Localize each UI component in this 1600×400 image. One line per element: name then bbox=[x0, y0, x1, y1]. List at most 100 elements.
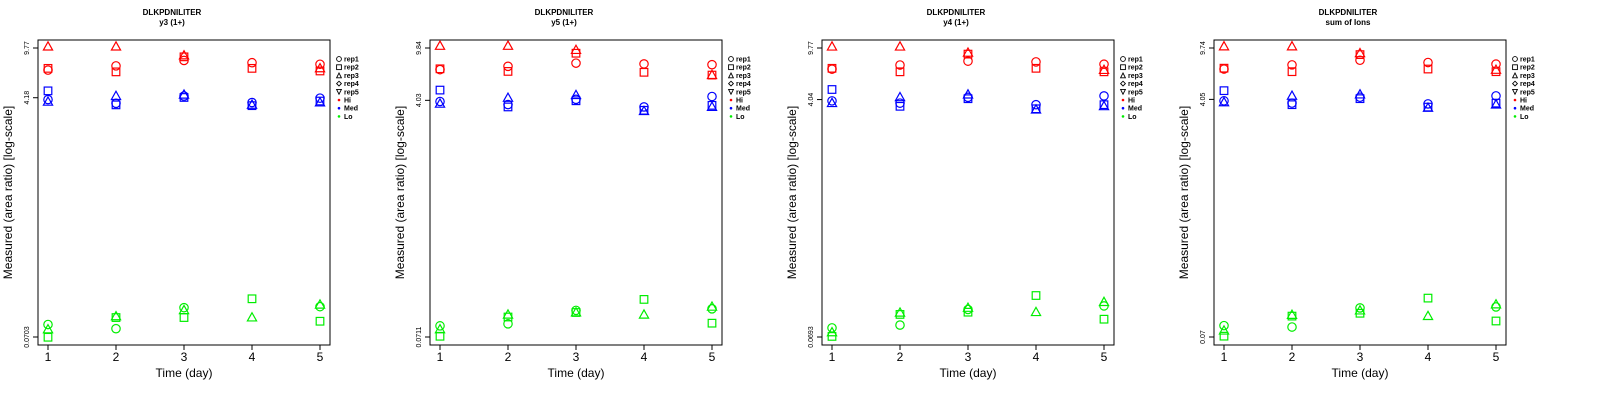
data-point-hi-rep2 bbox=[1423, 64, 1433, 74]
data-point-lo-rep3 bbox=[570, 306, 582, 317]
data-point-hi-rep2 bbox=[111, 67, 121, 77]
legend-label-rep2: rep2 bbox=[344, 65, 359, 72]
data-point-med-rep3 bbox=[178, 88, 190, 99]
data-point-hi-rep2 bbox=[435, 64, 445, 74]
data-point-lo-rep2 bbox=[1491, 316, 1501, 326]
data-point-lo-rep1 bbox=[435, 321, 445, 331]
legend-label-rep1: rep1 bbox=[736, 57, 751, 64]
data-point-lo-rep2 bbox=[43, 332, 53, 342]
x-axis-label: Time (day) bbox=[940, 366, 997, 380]
legend-label-Lo: Lo bbox=[736, 114, 745, 121]
data-point-hi-rep3 bbox=[894, 40, 906, 51]
legend-symbol-rep1 bbox=[1512, 56, 1518, 62]
data-point-med-rep2 bbox=[435, 85, 445, 95]
data-point-lo-rep3 bbox=[502, 308, 514, 319]
data-point-lo-rep1 bbox=[895, 320, 905, 330]
data-point-hi-rep1 bbox=[963, 56, 973, 66]
x-tick-label: 2 bbox=[1289, 350, 1296, 364]
legend-symbol-rep3 bbox=[335, 71, 343, 79]
legend-label-Lo: Lo bbox=[344, 114, 353, 121]
legend-label-rep1: rep1 bbox=[344, 57, 359, 64]
data-point-lo-rep3 bbox=[1286, 308, 1298, 319]
legend-label-rep3: rep3 bbox=[736, 73, 751, 80]
data-point-lo-rep1 bbox=[707, 304, 717, 314]
legend-symbol-rep3 bbox=[1511, 71, 1519, 79]
data-point-lo-rep3 bbox=[1098, 296, 1110, 307]
data-point-med-rep1 bbox=[1287, 98, 1297, 108]
legend-label-rep4: rep4 bbox=[1128, 81, 1143, 88]
data-point-med-rep1 bbox=[43, 94, 53, 105]
legend-symbol-rep5 bbox=[335, 88, 343, 96]
data-point-med-rep3 bbox=[434, 97, 446, 108]
data-point-med-rep2 bbox=[43, 86, 53, 96]
data-point-lo-rep2 bbox=[247, 294, 257, 304]
legend-dot-Med bbox=[1513, 106, 1517, 110]
data-point-hi-rep3 bbox=[502, 39, 514, 50]
data-point-med-rep3 bbox=[706, 100, 718, 111]
data-point-hi-rep2 bbox=[1219, 63, 1229, 73]
legend-label-Hi: Hi bbox=[344, 98, 351, 105]
y-tick-label: 4.05 bbox=[1200, 92, 1207, 106]
legend-label-Lo: Lo bbox=[1520, 114, 1529, 121]
legend-symbol-rep1 bbox=[1120, 56, 1126, 62]
data-point-med-rep3 bbox=[42, 95, 54, 106]
y-tick-label: 4.04 bbox=[808, 93, 815, 107]
x-tick-label: 4 bbox=[1425, 350, 1432, 364]
data-point-hi-rep1 bbox=[43, 65, 53, 75]
x-tick-label: 2 bbox=[505, 350, 512, 364]
legend-label-rep4: rep4 bbox=[1520, 81, 1535, 88]
data-point-med-rep3 bbox=[1422, 101, 1434, 112]
data-point-med-rep3 bbox=[502, 91, 514, 102]
x-tick-label: 1 bbox=[45, 350, 52, 364]
data-point-lo-rep3 bbox=[826, 326, 838, 337]
data-point-med-rep3 bbox=[246, 98, 258, 109]
data-point-med-rep1 bbox=[827, 96, 837, 106]
x-axis-label: Time (day) bbox=[1332, 366, 1389, 380]
data-point-lo-rep3 bbox=[706, 300, 718, 311]
legend-symbol-rep3 bbox=[1119, 71, 1127, 79]
data-point-med-rep2 bbox=[111, 100, 121, 110]
data-point-hi-rep3 bbox=[42, 40, 54, 51]
x-tick-label: 5 bbox=[317, 350, 324, 364]
data-point-hi-rep3 bbox=[1218, 40, 1230, 51]
data-point-hi-rep2 bbox=[247, 63, 257, 73]
legend-symbol-rep1 bbox=[728, 56, 734, 62]
data-point-hi-rep2 bbox=[895, 67, 905, 77]
data-point-lo-rep3 bbox=[1218, 324, 1230, 335]
data-point-med-rep2 bbox=[827, 85, 837, 94]
data-point-med-rep1 bbox=[707, 91, 717, 102]
data-point-hi-rep1 bbox=[247, 57, 257, 68]
y-tick-label: 4.18 bbox=[24, 91, 31, 105]
data-point-hi-rep3 bbox=[706, 69, 718, 80]
y-tick-label: 9.74 bbox=[1200, 41, 1207, 55]
data-point-lo-rep3 bbox=[962, 301, 974, 312]
data-point-hi-rep1 bbox=[1287, 60, 1297, 70]
legend-symbol-rep5 bbox=[1119, 88, 1127, 96]
data-point-lo-rep2 bbox=[1031, 291, 1041, 300]
chart-subtitle: y5 (1+) bbox=[551, 18, 577, 27]
x-tick-label: 3 bbox=[1357, 350, 1364, 364]
chart-title: DLKPDNILITER bbox=[1319, 8, 1378, 17]
y-axis-label: Measured (area ratio) [log-scale] bbox=[785, 106, 799, 279]
data-point-lo-rep1 bbox=[503, 319, 513, 329]
data-point-med-rep1 bbox=[435, 96, 445, 107]
legend-dot-Med bbox=[729, 106, 733, 110]
legend-label-Hi: Hi bbox=[1128, 98, 1135, 105]
data-point-lo-rep3 bbox=[246, 311, 258, 322]
x-tick-label: 2 bbox=[897, 350, 904, 364]
legend-dot-Hi bbox=[1121, 98, 1125, 102]
data-point-med-rep1 bbox=[111, 98, 121, 109]
data-point-lo-rep3 bbox=[42, 323, 54, 334]
data-point-lo-rep3 bbox=[1490, 298, 1502, 309]
legend-symbol-rep2 bbox=[1512, 64, 1518, 71]
legend-label-rep5: rep5 bbox=[1128, 89, 1143, 96]
chart-title: DLKPDNILITER bbox=[143, 8, 202, 17]
legend-dot-Lo bbox=[1121, 115, 1125, 118]
data-point-lo-rep3 bbox=[1354, 304, 1366, 315]
legend-symbol-rep4 bbox=[727, 80, 735, 87]
data-point-hi-rep2 bbox=[503, 67, 513, 76]
